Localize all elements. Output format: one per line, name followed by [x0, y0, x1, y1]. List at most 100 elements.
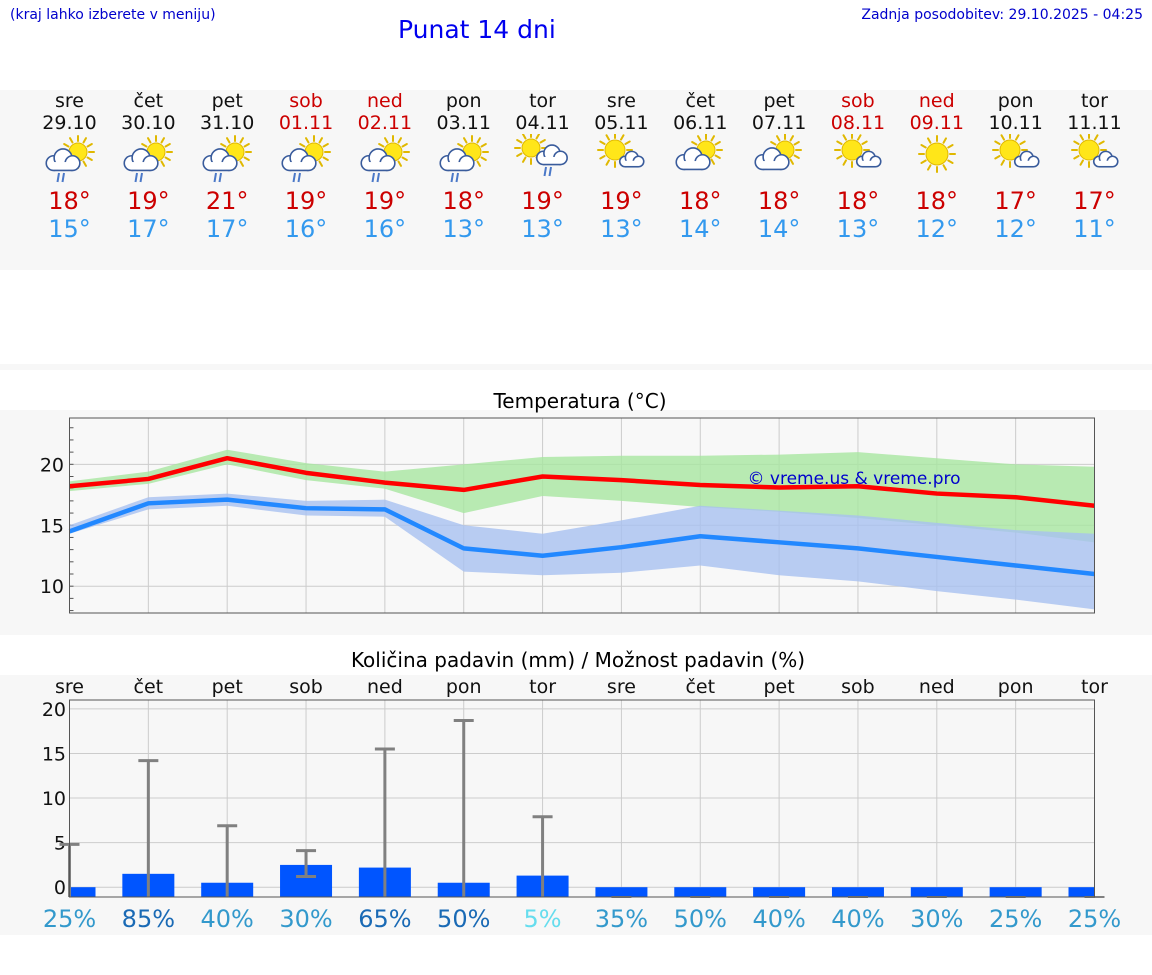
day-column: tor 04.11 19° 13° — [503, 90, 583, 260]
max-temperature: 18° — [678, 187, 722, 215]
sun-ray — [993, 140, 1001, 145]
min-temperature: 16° — [363, 215, 407, 243]
y-tick-label: 15 — [40, 515, 64, 537]
min-temperature-line — [68, 497, 1095, 577]
sun-ray — [710, 158, 716, 165]
sun-ray — [515, 152, 523, 157]
rain-drop — [548, 166, 552, 177]
sun-ray — [1072, 155, 1080, 160]
max-temperature: 19° — [521, 187, 564, 215]
sun-ray — [539, 139, 546, 144]
cloud-fill — [53, 162, 72, 170]
min-temperature: 12° — [915, 215, 959, 243]
cloud-shape — [439, 148, 475, 172]
sun-ray — [856, 134, 862, 141]
precipitation-bar — [595, 887, 648, 897]
sun-ray — [239, 160, 245, 167]
rain-drop — [56, 172, 60, 183]
cloud-shape — [202, 148, 238, 172]
rain-drop — [213, 172, 218, 183]
rain-drops — [292, 172, 302, 183]
cloud-fill — [1098, 160, 1112, 167]
rain-drop — [376, 172, 380, 183]
sun-ray — [318, 137, 324, 144]
sun-ray — [378, 143, 385, 148]
day-name: pet — [211, 90, 243, 112]
min-temperature: 13° — [442, 215, 485, 243]
sun-ray — [697, 135, 702, 142]
rain-drops — [213, 172, 223, 183]
day-column: ned 02.11 19° 16° — [345, 90, 425, 260]
day-column: sob 08.11 18° 13° — [818, 90, 898, 260]
sun-ray — [243, 143, 251, 148]
day-column: sob 01.11 19° 16° — [266, 90, 346, 260]
sun-ray — [926, 137, 932, 144]
sun-shape — [1070, 134, 1107, 168]
precipitation-bar — [674, 887, 727, 897]
precipitation-bar — [910, 887, 963, 897]
sun-ray — [770, 141, 777, 146]
day-column: pon 10.11 17° 12° — [976, 90, 1056, 260]
min-temperature: 12° — [994, 215, 1037, 243]
sun-ray — [861, 140, 868, 145]
min-temperature: 14° — [757, 215, 801, 243]
sun-ray — [86, 143, 93, 148]
day-name: tor — [529, 90, 556, 112]
sun-disc — [604, 139, 626, 161]
day-label: pet — [212, 676, 243, 698]
day-name: čet — [133, 90, 164, 112]
last-update: Zadnja posodobitev: 29.10.2025 - 04:25 — [861, 7, 1143, 23]
rain-drop — [543, 166, 547, 177]
max-range-band — [69, 449, 1095, 543]
day-date: 07.11 — [751, 112, 807, 134]
location-hint[interactable]: (kraj lahko izberete v meniju) — [10, 7, 216, 23]
sun-ray — [624, 140, 632, 145]
day-column: pet 31.10 21° 17° — [187, 90, 267, 260]
sun-ray — [926, 164, 932, 171]
day-label: pon — [998, 676, 1034, 698]
cloud-shape — [754, 147, 790, 171]
sun-disc — [925, 142, 949, 166]
max-temperature-line — [69, 455, 1095, 508]
cloud-shape — [281, 148, 317, 172]
sun-shape — [139, 135, 174, 169]
sun-ray — [599, 140, 607, 145]
cloud-fill — [447, 162, 467, 170]
sun-ray — [476, 137, 481, 144]
day-date: 05.11 — [594, 112, 649, 134]
min-temperature: 13° — [521, 215, 564, 243]
temperature-chart: Temperatura (°C) 10 15 20 © vreme.us & vreme… — [40, 389, 1095, 614]
precipitation-bar — [753, 887, 806, 897]
max-temperature: 17° — [994, 187, 1037, 215]
day-label: sob — [289, 676, 323, 698]
max-temperature: 21° — [205, 187, 249, 215]
sun-ray — [920, 144, 927, 149]
sun-cloud-rain-icon — [123, 135, 174, 183]
cloud-fill — [368, 162, 388, 170]
cloud-fill — [289, 162, 309, 170]
day-date: 10.11 — [988, 112, 1043, 134]
rain-drops — [543, 166, 552, 177]
sun-ray — [86, 156, 93, 161]
sun-small-cloud-icon — [833, 134, 882, 168]
precipitation-probability: 50% — [437, 905, 490, 933]
rain-drop — [61, 172, 65, 183]
sun-ray — [1097, 140, 1105, 145]
sun-disc — [999, 139, 1021, 161]
sun-ray — [141, 143, 148, 148]
rain-drops — [56, 172, 65, 183]
precipitation-bar — [989, 887, 1042, 897]
sun-icon — [917, 135, 956, 173]
sun-cloud-rain-icon — [360, 135, 410, 183]
sun-ray — [322, 156, 329, 161]
temperature-chart-title: Temperatura (°C) — [492, 389, 666, 413]
sun-cloud-rain-icon — [281, 135, 332, 183]
sun-ray — [456, 143, 464, 148]
day-column: čet 06.11 18° 14° — [660, 90, 740, 260]
day-column: čet 30.10 19° 17° — [108, 90, 188, 260]
day-name: tor — [1081, 90, 1108, 112]
sun-ray — [1000, 159, 1005, 166]
max-temperature: 18° — [48, 187, 91, 215]
rain-drop — [455, 172, 459, 183]
cloud-fill — [1019, 160, 1034, 167]
